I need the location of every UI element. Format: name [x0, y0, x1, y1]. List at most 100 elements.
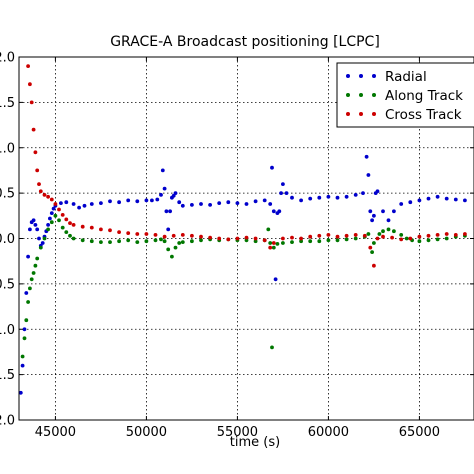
data-point: [253, 236, 258, 241]
data-point: [35, 256, 40, 261]
data-point: [271, 209, 276, 214]
data-point: [28, 82, 32, 87]
data-point: [326, 238, 331, 243]
data-point: [244, 202, 249, 206]
data-point: [353, 233, 358, 237]
data-point: [180, 203, 185, 208]
legend-item: Along Track: [346, 88, 463, 104]
x-tick-label: 45000: [35, 425, 76, 440]
data-point: [270, 345, 274, 350]
legend-items: Radial Along Track Cross Track: [346, 69, 463, 123]
data-point: [344, 237, 349, 242]
legend-marker: [359, 74, 363, 78]
data-point: [335, 234, 340, 239]
data-point: [177, 200, 182, 205]
data-point: [268, 202, 273, 206]
data-point: [262, 238, 267, 243]
data-point: [33, 223, 38, 227]
data-point: [284, 191, 289, 196]
data-point: [171, 233, 176, 238]
data-point: [290, 235, 294, 240]
data-point: [208, 203, 213, 207]
data-point: [244, 235, 249, 240]
data-point: [33, 150, 38, 155]
data-point: [117, 230, 121, 235]
data-point: [49, 211, 54, 216]
data-point: [68, 233, 72, 238]
data-point: [38, 245, 43, 250]
data-point: [368, 245, 373, 250]
data-point: [299, 198, 303, 203]
legend-marker: [372, 74, 376, 78]
legend-marker: [359, 93, 363, 97]
data-point: [60, 225, 65, 230]
data-point: [22, 336, 27, 341]
data-point: [444, 196, 449, 201]
data-point: [64, 230, 69, 235]
data-point: [392, 209, 396, 214]
data-point: [317, 195, 322, 200]
data-point: [26, 64, 30, 68]
data-point: [453, 233, 458, 237]
legend-item: Radial: [346, 69, 427, 85]
data-point: [279, 191, 283, 196]
data-point: [390, 235, 394, 240]
data-point: [173, 245, 178, 250]
data-point: [270, 165, 274, 170]
data-point: [226, 237, 231, 242]
data-point: [299, 239, 303, 244]
data-point: [144, 198, 149, 203]
data-point: [326, 233, 331, 237]
data-point: [392, 229, 396, 234]
data-point: [364, 154, 369, 159]
data-point: [22, 327, 27, 332]
data-point: [177, 241, 182, 245]
data-point: [381, 229, 385, 234]
legend-marker: [359, 112, 363, 116]
data-point: [126, 198, 131, 203]
data-point: [28, 227, 32, 232]
data-point: [408, 200, 413, 205]
data-point: [190, 203, 194, 207]
data-point: [399, 202, 404, 206]
y-tick-label: 0.0: [0, 232, 15, 247]
data-point: [199, 238, 203, 243]
data-point: [253, 199, 258, 204]
data-point: [26, 254, 30, 259]
data-point: [208, 235, 213, 240]
data-point: [24, 318, 29, 323]
data-point: [335, 238, 340, 243]
data-point: [453, 197, 458, 202]
data-point: [381, 234, 385, 239]
data-point: [273, 277, 278, 282]
data-point: [372, 241, 376, 245]
x-tick-label: 50000: [126, 425, 167, 440]
data-point: [37, 182, 41, 187]
data-point: [20, 363, 25, 368]
data-point: [368, 209, 373, 214]
data-point: [444, 232, 449, 236]
data-point: [366, 232, 371, 236]
data-point: [35, 168, 40, 173]
data-point: [18, 390, 23, 395]
data-point: [417, 234, 422, 239]
data-point: [170, 254, 174, 259]
data-point: [159, 237, 163, 242]
data-point: [308, 196, 313, 201]
data-point: [24, 291, 29, 295]
data-point: [281, 182, 285, 187]
data-point: [153, 238, 158, 243]
data-point: [370, 218, 374, 223]
data-point: [372, 213, 376, 218]
data-point: [375, 236, 380, 241]
data-point: [89, 202, 94, 206]
legend-label: Radial: [385, 69, 427, 85]
y-tick-label: 1.0: [0, 323, 15, 338]
data-point: [435, 194, 440, 199]
data-point: [153, 233, 158, 237]
data-point: [155, 197, 160, 202]
data-point: [408, 236, 413, 241]
data-point: [317, 239, 322, 244]
data-point: [171, 193, 176, 198]
